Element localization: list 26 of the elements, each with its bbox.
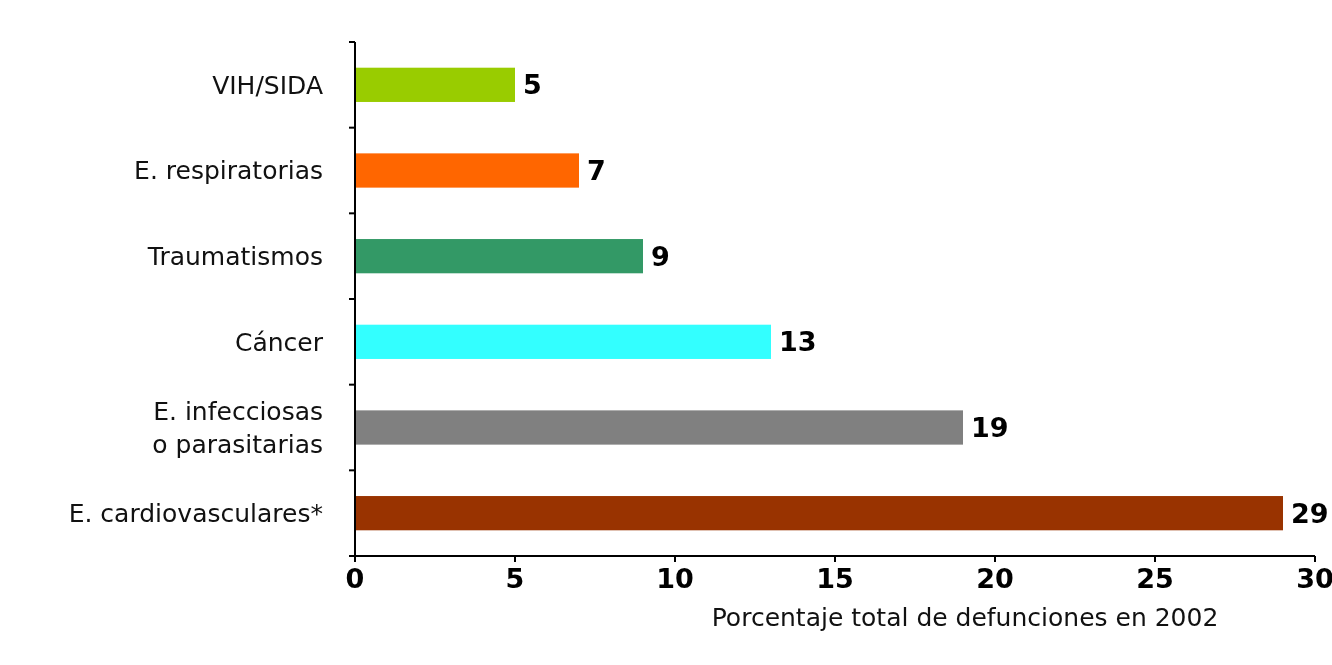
data-label: 29 [1291, 497, 1329, 529]
x-tick-label: 20 [976, 563, 1014, 594]
bar [355, 496, 1283, 531]
x-tick-label: 30 [1296, 563, 1332, 594]
x-tick-label: 25 [1136, 563, 1174, 594]
x-tick-label: 10 [656, 563, 694, 594]
y-tick-label: Traumatismos [146, 241, 323, 271]
x-tick-label: 5 [505, 563, 525, 594]
data-label: 9 [651, 240, 670, 272]
y-tick-label: E. respiratorias [134, 156, 323, 186]
x-axis-title: Porcentaje total de defunciones en 2002 [711, 603, 1219, 632]
x-tick-label: 15 [816, 563, 854, 594]
data-label: 5 [523, 69, 542, 101]
y-tick-label: Cáncer [234, 327, 324, 357]
bar [355, 410, 963, 445]
bar [355, 153, 579, 188]
bar [355, 239, 643, 274]
data-label: 7 [587, 154, 606, 186]
y-tick-label: VIH/SIDA [212, 70, 323, 100]
data-label: 13 [779, 326, 817, 358]
y-tick-label: E. cardiovasculares* [68, 498, 323, 528]
x-tick-label: 0 [345, 563, 365, 594]
data-label: 19 [971, 411, 1009, 443]
bar [355, 324, 771, 359]
bar [355, 67, 515, 102]
y-tick-label: E. infecciosas o parasitarias [152, 397, 323, 460]
